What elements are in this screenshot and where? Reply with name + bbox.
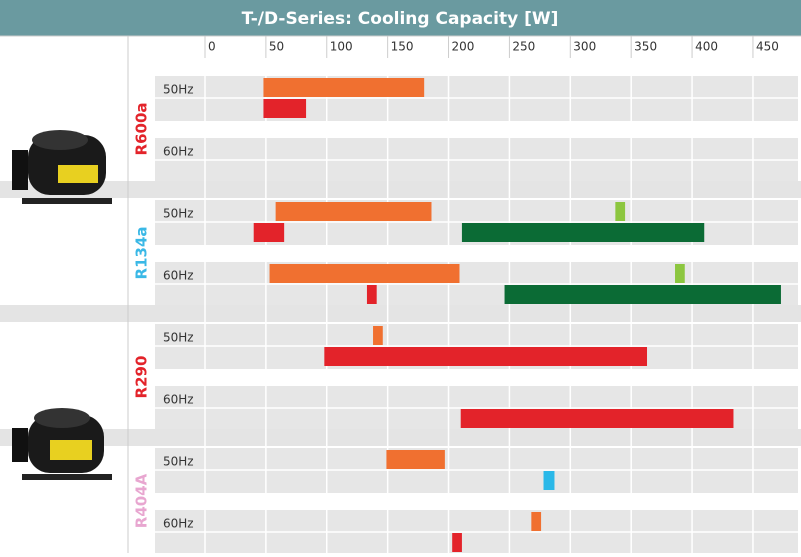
range-bar — [615, 202, 625, 221]
range-bar — [373, 326, 383, 345]
row-label: 50Hz — [163, 83, 194, 97]
chart: T-/D-Series: Cooling Capacity [W] 0 50 100… — [0, 0, 801, 553]
row-label: 60Hz — [163, 269, 194, 283]
range-bar — [505, 285, 781, 304]
row-label: 60Hz — [163, 393, 194, 407]
row-label: 50Hz — [163, 455, 194, 469]
chart-title: T-/D-Series: Cooling Capacity [W] — [242, 9, 559, 29]
x-tick-label: 100 — [330, 40, 353, 54]
range-bar — [675, 264, 685, 283]
range-bar — [461, 409, 734, 428]
range-bar — [544, 471, 555, 490]
refrigerant-label: R404A — [133, 473, 151, 528]
x-tick-label: 450 — [756, 40, 779, 54]
range-bar — [324, 347, 647, 366]
x-tick-label: 350 — [634, 40, 657, 54]
range-bar — [367, 285, 377, 304]
refrigerant-label: R600a — [133, 103, 151, 156]
range-bar — [276, 202, 432, 221]
refrigerant-label: R134a — [133, 227, 151, 280]
row-label: 50Hz — [163, 331, 194, 345]
range-bar — [263, 78, 424, 97]
range-bar — [452, 533, 462, 552]
row-label: 60Hz — [163, 145, 194, 159]
x-tick-label: 50 — [269, 40, 284, 54]
group-gap — [0, 181, 801, 198]
range-bar — [386, 450, 444, 469]
x-tick-label: 300 — [573, 40, 596, 54]
range-bar — [263, 99, 306, 118]
row-label: 50Hz — [163, 207, 194, 221]
group-gap — [0, 305, 801, 322]
x-tick-label: 150 — [391, 40, 414, 54]
row-label: 60Hz — [163, 517, 194, 531]
range-bar — [531, 512, 541, 531]
group-gap — [0, 429, 801, 446]
range-bar — [462, 223, 704, 242]
x-tick-label: 250 — [512, 40, 535, 54]
x-tick-label: 0 — [208, 40, 216, 54]
x-tick-label: 200 — [452, 40, 475, 54]
range-bar — [270, 264, 460, 283]
plot: 0 50 100 150 200 250 300 350 400 450 R600a 50Hz 60Hz… — [0, 36, 801, 553]
x-tick-label: 400 — [695, 40, 718, 54]
range-bar — [254, 223, 284, 242]
refrigerant-label: R290 — [133, 356, 151, 399]
